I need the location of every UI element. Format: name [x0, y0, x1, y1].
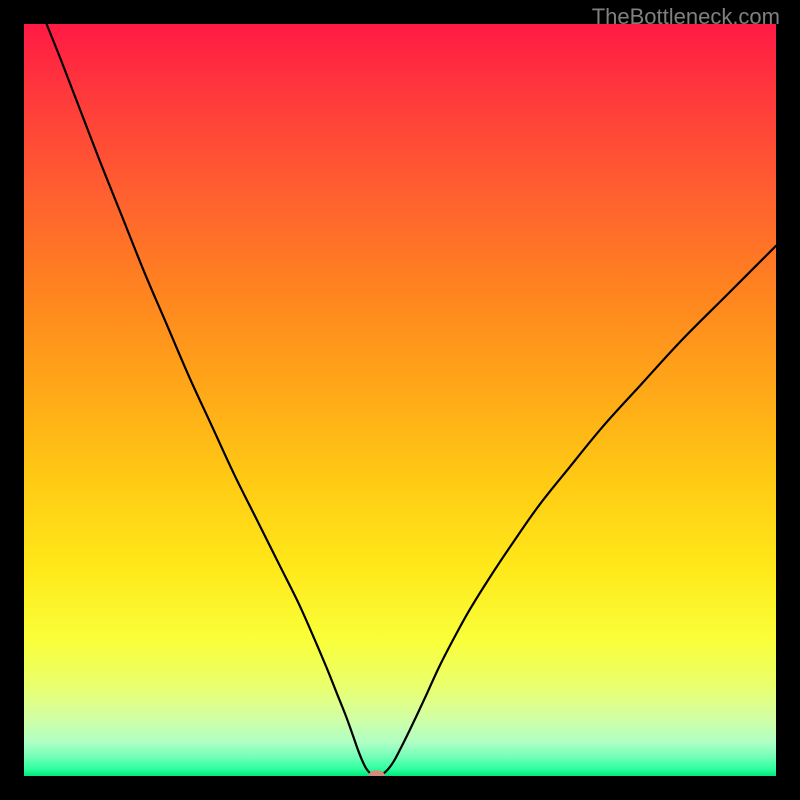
chart-frame: TheBottleneck.com	[0, 0, 800, 800]
chart-plot-area	[24, 24, 776, 776]
chart-background	[24, 24, 776, 776]
chart-svg	[24, 24, 776, 776]
